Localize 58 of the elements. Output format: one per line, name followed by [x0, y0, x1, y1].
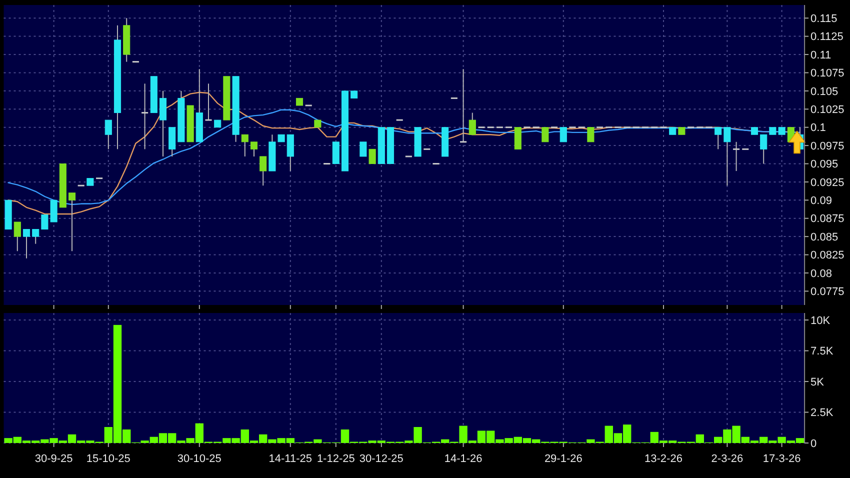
candlestick [360, 141, 367, 157]
y-tick-label: 0.0925 [810, 176, 844, 189]
x-tick-label: 14-11-25 [268, 453, 312, 465]
candlestick [732, 141, 740, 172]
y-tick-label: 0.11 [810, 49, 832, 62]
candlestick [459, 68, 468, 143]
candlestick [560, 126, 567, 142]
candlestick [587, 126, 594, 142]
y-tick-label: 0 [810, 438, 817, 450]
y-tick-label: 0.0775 [810, 286, 844, 298]
candlestick [714, 126, 722, 150]
x-tick-label: 15-10-25 [86, 453, 130, 465]
y-tick-label: 0.09 [810, 194, 832, 207]
candlestick [140, 83, 149, 150]
y-tick-label: 0.0975 [810, 140, 844, 152]
candlestick [724, 126, 731, 186]
y-tick-label: 0.095 [810, 158, 838, 171]
candlestick [542, 126, 549, 142]
candlestick [368, 148, 376, 164]
y-tick-label: 0.08 [810, 268, 832, 280]
x-tick-label: 13-2-26 [644, 453, 682, 465]
candlestick [332, 142, 340, 164]
y-tick-label: 5K [810, 376, 825, 388]
y-tick-label: 7.5K [810, 346, 834, 358]
candlestick [14, 221, 21, 252]
y-tick-label: 0.1075 [810, 68, 844, 80]
y-tick-label: 0.1025 [810, 104, 844, 116]
y-tick-label: 0.0875 [810, 213, 844, 226]
x-tick-label: 17-3-26 [762, 453, 801, 465]
x-tick-label: 29-1-26 [544, 453, 582, 465]
candlestick [104, 120, 112, 150]
candlestick [32, 228, 40, 244]
candlestick [260, 156, 267, 186]
candlestick [286, 134, 294, 172]
candlestick [760, 134, 768, 164]
x-tick-label: 14-1-26 [444, 453, 482, 465]
candlestick [204, 83, 213, 121]
candlestick [514, 126, 522, 150]
x-tick-label: 30-9-25 [34, 453, 73, 465]
candlestick [168, 126, 176, 157]
candlestick [22, 228, 30, 259]
y-tick-label: 0.115 [810, 12, 838, 25]
candlestick [468, 112, 476, 136]
candlestick [159, 90, 167, 157]
y-tick-label: 0.085 [810, 231, 838, 244]
candlestick [250, 141, 258, 157]
y-tick-label: 0.105 [810, 86, 838, 98]
x-tick-label: 30-12-25 [359, 453, 404, 465]
y-tick-label: 0.1125 [810, 31, 844, 44]
y-tick-label: 2.5K [810, 407, 834, 420]
x-tick-label: 1-12-25 [316, 453, 355, 465]
y-tick-label: 0.0825 [810, 250, 844, 262]
y-tick-label: 0.1 [810, 122, 826, 134]
y-tick-label: 10K [810, 314, 831, 327]
x-tick-label: 30-10-25 [177, 453, 222, 465]
candlestick [68, 192, 76, 252]
candlestick [241, 134, 248, 157]
x-tick-label: 2-3-26 [711, 453, 744, 465]
